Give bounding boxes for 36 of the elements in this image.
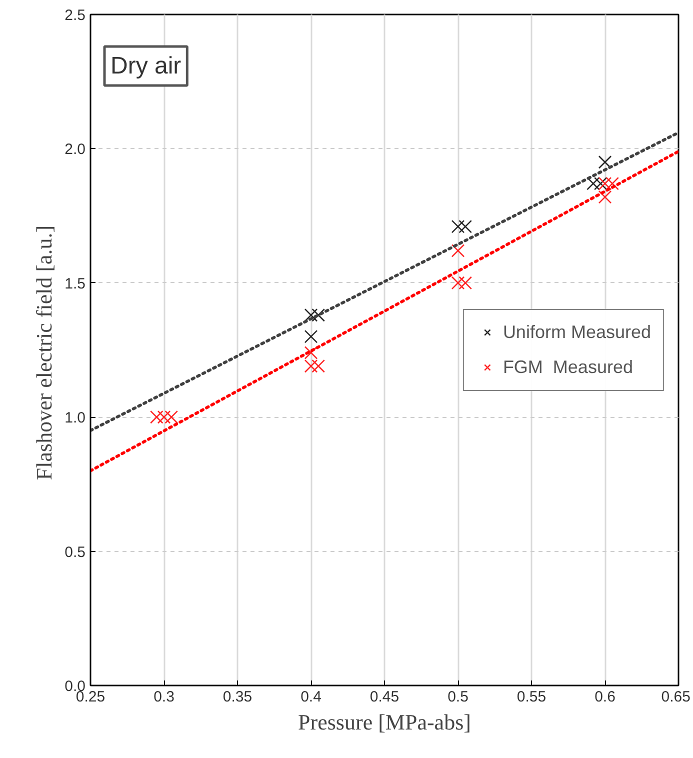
legend-label: FGM Measured — [502, 356, 633, 378]
x-tick-label: 0.6 — [594, 688, 616, 706]
point — [451, 244, 465, 258]
point — [451, 220, 465, 234]
point — [312, 308, 326, 322]
point — [304, 346, 318, 360]
point — [598, 176, 612, 190]
point — [458, 220, 472, 234]
y-tick-label: 2.0 — [64, 141, 86, 158]
point — [304, 308, 318, 322]
point — [586, 176, 600, 190]
x-tick-label: 0.5 — [448, 688, 468, 706]
x-tick-label: 0.45 — [370, 688, 400, 706]
x-axis-title: Pressure [MPa-abs] — [298, 710, 471, 734]
point — [606, 176, 620, 190]
point — [598, 155, 612, 169]
y-tick-label: 1.0 — [64, 410, 86, 427]
x-tick-label: 0.4 — [300, 688, 322, 706]
point — [594, 176, 608, 190]
y-tick-label: 1.5 — [64, 275, 86, 292]
point — [304, 359, 318, 373]
y-axis-title: Flashover electric field [a.u.] — [32, 225, 57, 480]
point — [157, 410, 171, 424]
legend-label: Uniform Measured — [502, 322, 651, 342]
point — [451, 276, 465, 290]
y-tick-label: 2.5 — [64, 7, 86, 24]
x-tick-label: 0.55 — [516, 688, 546, 706]
point — [312, 359, 326, 373]
x-tick-label: 0.35 — [222, 688, 252, 706]
point — [304, 330, 318, 344]
point — [458, 276, 472, 290]
x-tick-label: 0.3 — [154, 688, 174, 706]
annotation: Dry air — [110, 52, 182, 80]
x-tick-label: 0.65 — [661, 688, 691, 706]
y-tick-label: 0.5 — [64, 544, 86, 561]
point — [598, 190, 612, 204]
